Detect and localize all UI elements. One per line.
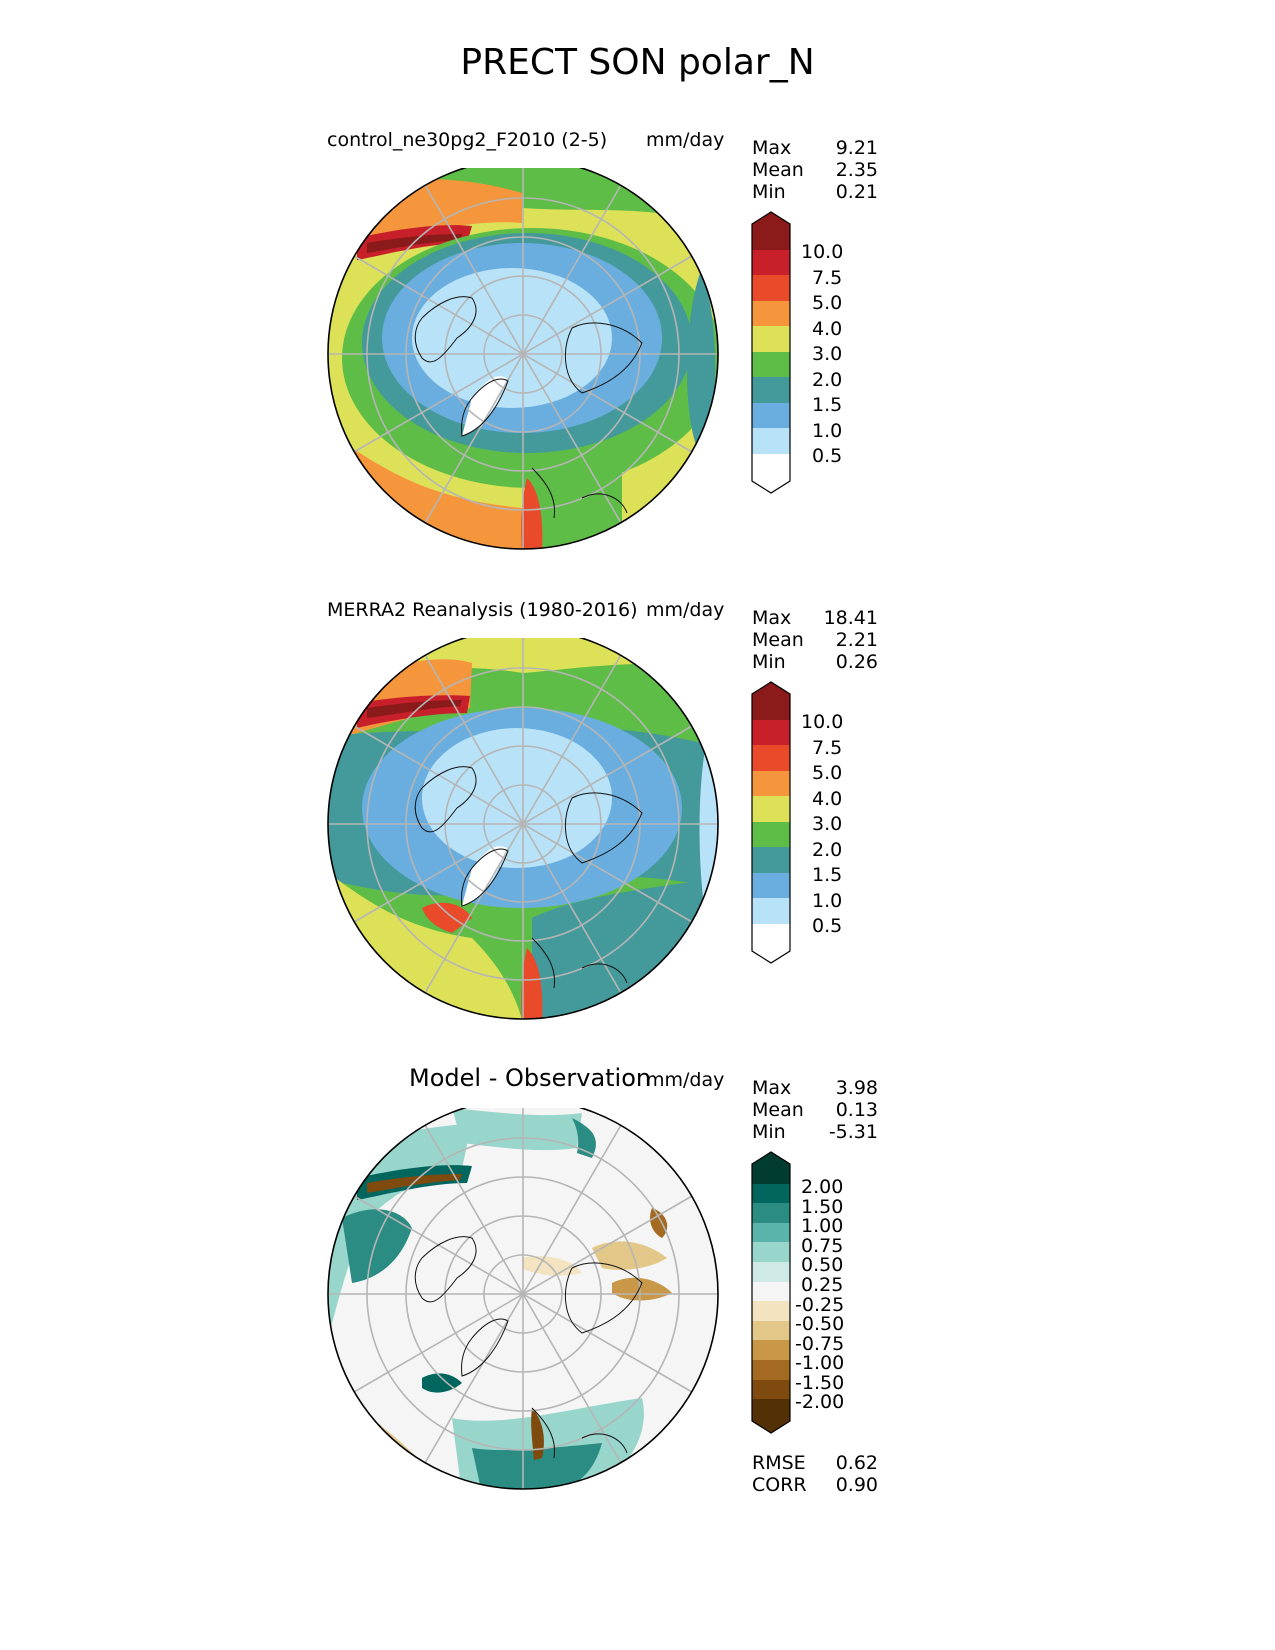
panel-1-title: control_ne30pg2_F2010 (2-5) xyxy=(327,129,608,151)
colorbar-tick-label: 0.75 xyxy=(801,1235,844,1257)
colorbar-tick-label: 0.5 xyxy=(812,915,843,937)
stat-label: Min xyxy=(752,651,786,673)
colorbar-tick-label: 1.0 xyxy=(812,420,843,442)
colorbar-tick-label: 5.0 xyxy=(812,762,843,784)
colorbar-tick-label: 4.0 xyxy=(812,318,843,340)
colorbar-tick-label: 10.0 xyxy=(801,241,844,263)
stat-label: Max xyxy=(752,607,792,629)
colorbar-tick-label: -0.75 xyxy=(795,1333,845,1355)
stat-label: Mean xyxy=(752,629,804,651)
panel-3-metrics: RMSE 0.62 CORR 0.90 xyxy=(752,1452,878,1496)
stat-value: 3.98 xyxy=(835,1077,878,1099)
colorbar-tick-label: 2.0 xyxy=(812,369,843,391)
stat-value: 9.21 xyxy=(835,137,878,159)
metric-value: 0.90 xyxy=(835,1474,878,1496)
panel-1-colorbar xyxy=(751,211,791,494)
colorbar-tick-label: -0.25 xyxy=(795,1294,845,1316)
stat-label: Min xyxy=(752,1121,786,1143)
metric-value: 0.62 xyxy=(835,1452,878,1474)
colorbar-tick-label: -1.00 xyxy=(795,1352,845,1374)
colorbar-tick-label: 5.0 xyxy=(812,292,843,314)
panel-1-polar-map xyxy=(327,168,719,550)
colorbar-tick-label: 1.5 xyxy=(812,864,843,886)
colorbar-tick-label: 3.0 xyxy=(812,813,843,835)
colorbar-tick-label: 0.5 xyxy=(812,445,843,467)
graticule xyxy=(328,168,718,549)
colorbar-tick-label: 1.5 xyxy=(812,394,843,416)
stat-value: 0.21 xyxy=(835,181,878,203)
panel-2-title: MERRA2 Reanalysis (1980-2016) xyxy=(327,599,638,621)
figure-title: PRECT SON polar_N xyxy=(460,42,815,83)
map-boundary xyxy=(327,168,719,550)
panel-2-stats: Max 18.41 Mean 2.21 Min 0.26 xyxy=(752,607,878,673)
colorbar-tick-label: 4.0 xyxy=(812,788,843,810)
panel-3-colorbar xyxy=(751,1151,791,1434)
colorbar-tick-label: 0.50 xyxy=(801,1254,844,1276)
map-boundary xyxy=(327,638,719,1020)
colorbar-tick-label: 1.00 xyxy=(801,1215,844,1237)
metric-label: RMSE xyxy=(752,1452,806,1474)
stat-label: Max xyxy=(752,1077,792,1099)
panel-3-units: mm/day xyxy=(646,1069,725,1091)
colorbar-tick-label: 2.00 xyxy=(801,1176,844,1198)
panel-3-title: Model - Observation xyxy=(409,1064,652,1092)
colorbar-tick-label: 0.25 xyxy=(801,1274,844,1296)
stat-label: Mean xyxy=(752,1099,804,1121)
colorbar-tick-label: 7.5 xyxy=(812,737,843,759)
coastlines xyxy=(414,296,643,519)
stat-label: Min xyxy=(752,181,786,203)
panel-1-units: mm/day xyxy=(646,129,725,151)
colorbar-tick-label: 1.0 xyxy=(812,890,843,912)
metric-label: CORR xyxy=(752,1474,807,1496)
panel-1-stats: Max 9.21 Mean 2.35 Min 0.21 xyxy=(752,137,878,203)
colorbar-tick-label: 1.50 xyxy=(801,1196,844,1218)
panel-3-stats: Max 3.98 Mean 0.13 Min -5.31 xyxy=(752,1077,878,1143)
stat-value: 0.26 xyxy=(835,651,878,673)
colorbar-tick-label: -0.50 xyxy=(795,1313,845,1335)
stat-value: -5.31 xyxy=(828,1121,878,1143)
coastlines xyxy=(414,1236,643,1459)
colorbar-tick-label: 2.0 xyxy=(812,839,843,861)
colorbar-tick-label: 10.0 xyxy=(801,711,844,733)
panel-2-colorbar xyxy=(751,681,791,964)
stat-value: 0.13 xyxy=(835,1099,878,1121)
colorbar-tick-label: 3.0 xyxy=(812,343,843,365)
panel-3-polar-map xyxy=(327,1108,719,1490)
stat-label: Mean xyxy=(752,159,804,181)
colorbar-tick-label: 7.5 xyxy=(812,267,843,289)
stat-label: Max xyxy=(752,137,792,159)
stat-value: 18.41 xyxy=(823,607,878,629)
graticule xyxy=(328,1108,718,1489)
colorbar-tick-label: -1.50 xyxy=(795,1372,845,1394)
coastlines xyxy=(414,766,643,989)
stat-value: 2.21 xyxy=(835,629,878,651)
stat-value: 2.35 xyxy=(835,159,878,181)
panel-2-polar-map xyxy=(327,638,719,1020)
colorbar-tick-label: -2.00 xyxy=(795,1391,845,1413)
map-boundary xyxy=(327,1108,719,1490)
graticule xyxy=(328,638,718,1019)
panel-2-units: mm/day xyxy=(646,599,725,621)
